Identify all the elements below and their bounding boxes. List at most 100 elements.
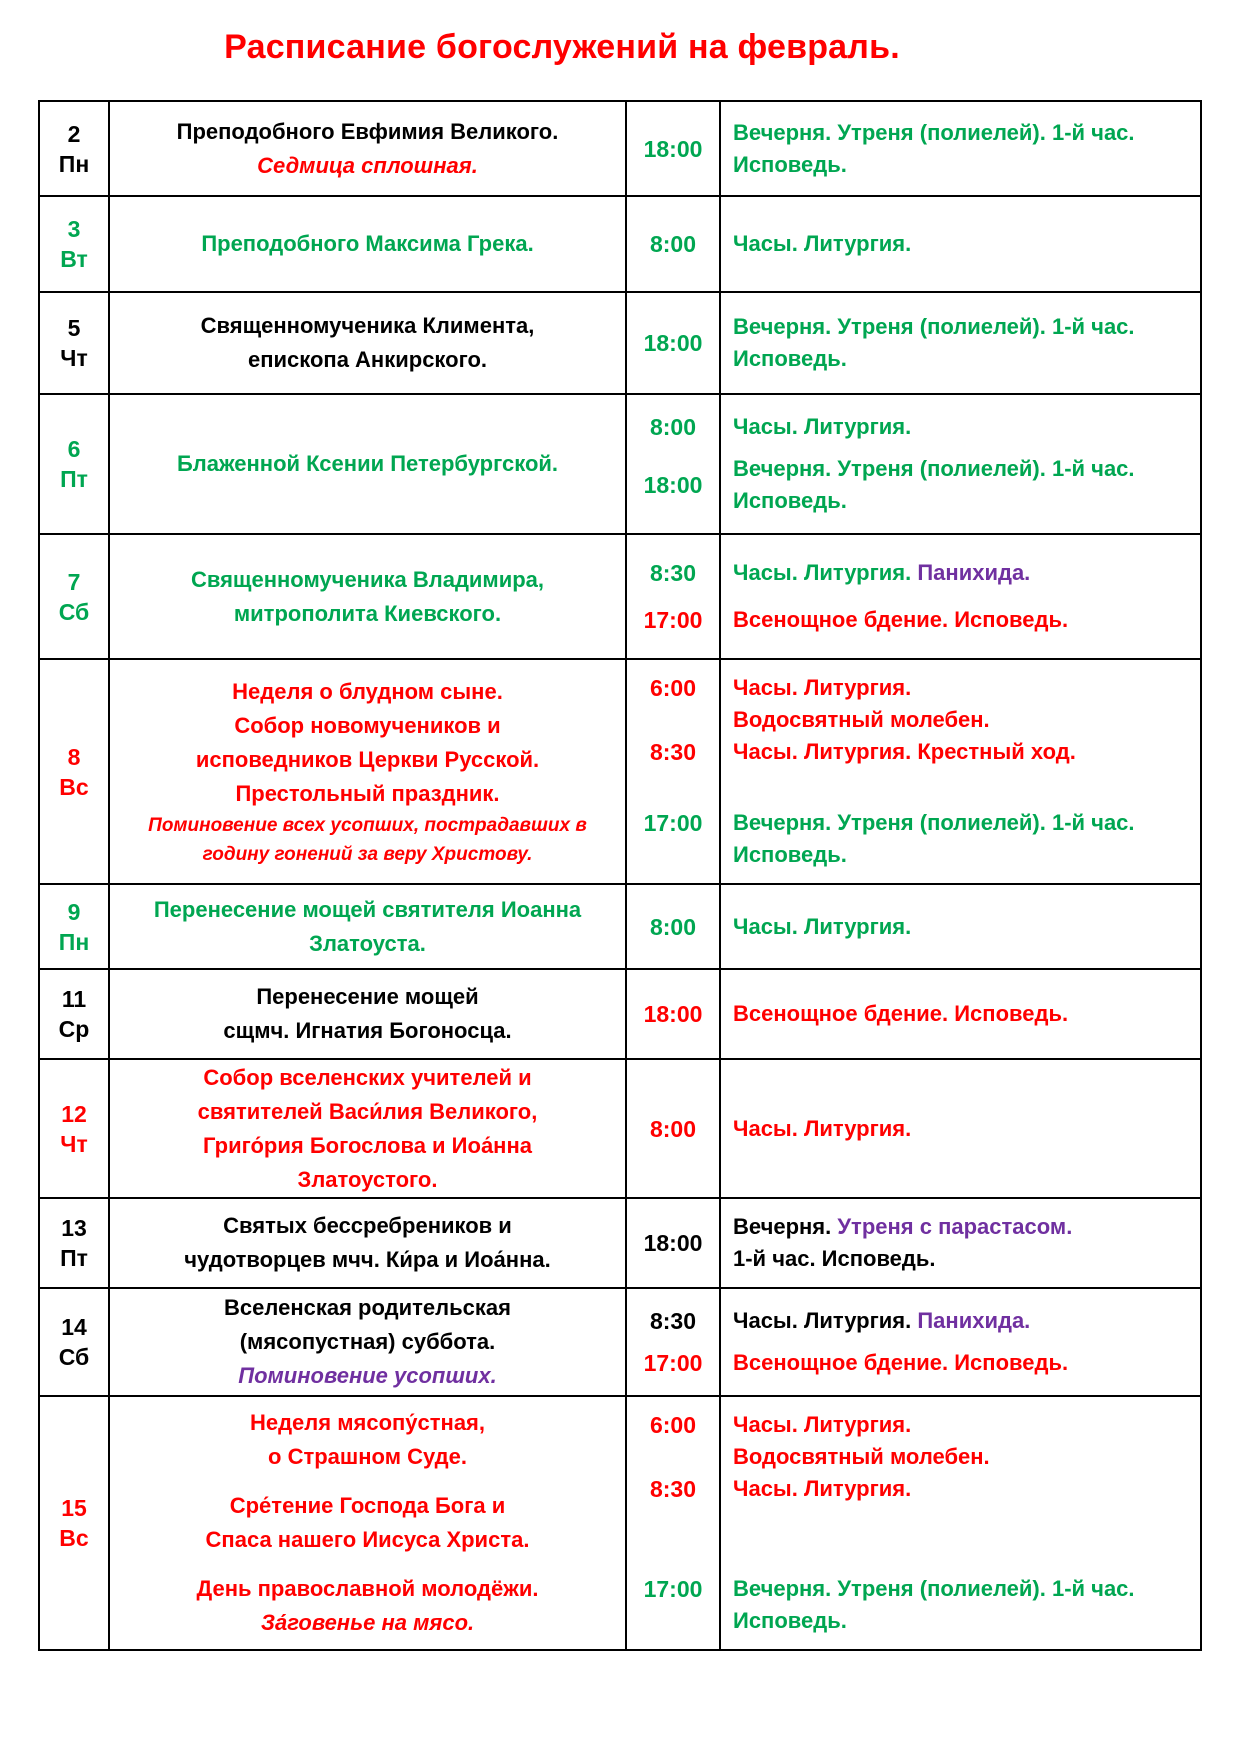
schedule-cell: 18:00 Вечерня. Утреня с парастасом. 1-й ча…: [627, 1199, 1200, 1287]
schedule-block: 18:00 Всенощное бдение. Исповедь.: [627, 998, 1200, 1030]
service-time: 8:00: [649, 231, 697, 257]
feast-description-line: Неделя мясопу́стная,: [249, 1410, 486, 1435]
schedule-cell: 6:00 Часы. Литургия. Водосвятный молебен. 8…: [627, 660, 1200, 883]
schedule-entry: 18:00 Вечерня. Утреня (полиелей). 1-й час…: [627, 117, 1200, 181]
feast-description-line: Собор новомучеников и: [234, 712, 501, 738]
service-segment: Часы. Литургия.: [733, 913, 912, 939]
service-segment: Исповедь.: [733, 1608, 847, 1633]
schedule-entry: 18:00 Всенощное бдение. Исповедь.: [627, 998, 1200, 1030]
service-time: 8:30: [649, 1308, 697, 1334]
schedule-block: 6:00 Часы. Литургия. Водосвятный молебен. 8…: [627, 1409, 1200, 1505]
day-cell: 3 Вт: [40, 197, 110, 291]
schedule-cell: 8:30 Часы. Литургия. Панихида. 17:00 Всенощ…: [627, 535, 1200, 658]
service-line: Водосвятный молебен.: [733, 1441, 1196, 1473]
feast-description-cell: Преподобного Евфимия Великого. Седмица сп…: [110, 102, 627, 195]
service-segment: 1-й час. Исповедь.: [733, 1246, 936, 1271]
schedule-block: 17:00 Всенощное бдение. Исповедь.: [627, 1347, 1200, 1379]
service-segment: Часы. Литургия.: [733, 231, 912, 256]
service-segment: Исповедь.: [733, 488, 847, 513]
service-time: 17:00: [643, 810, 703, 836]
service-segment: Всенощное бдение. Исповедь.: [733, 1350, 1069, 1375]
service-time: 18:00: [643, 1001, 703, 1027]
service-time: 6:00: [649, 675, 697, 701]
day-number: 5: [67, 315, 81, 341]
day-cell: 9 Пн: [40, 885, 110, 968]
day-number: 12: [61, 1100, 87, 1127]
schedule-cell: 8:00 Часы. Литургия.: [627, 197, 1200, 291]
schedule-cell: 18:00 Вечерня. Утреня (полиелей). 1-й час…: [627, 293, 1200, 393]
feast-description-line: Неделя о блудном сыне.: [232, 678, 503, 704]
day-cell: 8 Вс: [40, 660, 110, 883]
day-cell: 14 Сб: [40, 1289, 110, 1395]
service-line: Вечерня. Утреня (полиелей). 1-й час.: [733, 453, 1196, 485]
schedule-cell: 8:30 Часы. Литургия. Панихида. 17:00 Всенощ…: [627, 1289, 1200, 1395]
service-line: Исповедь.: [733, 1605, 1196, 1637]
service-line: Всенощное бдение. Исповедь.: [733, 604, 1196, 636]
service-time: 17:00: [643, 1576, 703, 1602]
schedule-block: 17:00 Всенощное бдение. Исповедь.: [627, 604, 1200, 636]
feast-description-line: годину гонений за веру Христову.: [202, 843, 533, 865]
feast-description-line: Собор вселенских учителей и: [203, 1064, 532, 1090]
feast-description-line: Седмица сплошная.: [257, 152, 478, 178]
service-text: Часы. Литургия. Панихида.: [719, 1305, 1200, 1337]
day-cell: 12 Чт: [40, 1060, 110, 1197]
service-line: Часы. Литургия.: [733, 1113, 1196, 1145]
service-time: 8:30: [649, 1476, 697, 1502]
feast-description-line: Преподобного Максима Грека.: [201, 231, 534, 256]
service-line: Вечерня. Утреня (полиелей). 1-й час.: [733, 311, 1196, 343]
service-time: 17:00: [643, 1350, 703, 1376]
service-line: Всенощное бдение. Исповедь.: [733, 998, 1196, 1030]
service-time: 6:00: [649, 1412, 697, 1438]
schedule-entry: 8:00 Часы. Литургия.: [627, 1113, 1200, 1145]
service-text: Вечерня. Утреня (полиелей). 1-й час. Испо…: [719, 311, 1200, 375]
day-abbreviation: Чт: [60, 1130, 88, 1157]
day-number: 6: [67, 436, 81, 462]
service-time: 8:30: [649, 739, 697, 765]
service-segment: Часы. Литургия.: [733, 1412, 912, 1437]
feast-description-line: За́говенье на мясо.: [260, 1610, 475, 1635]
service-text: Всенощное бдение. Исповедь.: [719, 604, 1200, 636]
feast-description-line: Златоустого.: [297, 1166, 438, 1192]
feast-description-line: Сре́тение Господа Бога и: [229, 1493, 506, 1518]
service-segment: Часы. Литургия. Крестный ход.: [733, 739, 1076, 764]
service-segment: Часы. Литургия.: [733, 1115, 912, 1141]
schedule-entry: 18:00 Вечерня. Утреня (полиелей). 1-й час…: [627, 311, 1200, 375]
service-segment: Вечерня. Утреня (полиелей). 1-й час.: [733, 1576, 1135, 1601]
service-line: Часы. Литургия.: [733, 672, 1196, 704]
day-abbreviation: Пт: [60, 466, 88, 492]
schedule-entry: 8:00 Часы. Литургия.: [627, 911, 1200, 943]
feast-description-line: Поминовение усопших.: [238, 1363, 497, 1388]
service-text: Вечерня. Утреня с парастасом. 1-й час. Ис…: [719, 1211, 1200, 1275]
schedule-entry: 18:00 Вечерня. Утреня (полиелей). 1-й час…: [627, 453, 1200, 517]
day-abbreviation: Ср: [58, 1016, 90, 1042]
service-time: 8:30: [649, 559, 697, 586]
feast-description-line: День православной молодёжи.: [196, 1576, 539, 1601]
service-time: 18:00: [643, 135, 703, 162]
day-abbreviation: Вс: [59, 773, 89, 800]
schedule-entry: 8:00 Часы. Литургия.: [627, 228, 1200, 260]
feast-description-cell: Святых бессребреников и чудотворцев мчч. …: [110, 1199, 627, 1287]
day-number: 9: [67, 898, 81, 925]
table-row: 5 Чт Священномученика Климента, епископа Ан…: [40, 291, 1200, 393]
day-cell: 13 Пт: [40, 1199, 110, 1287]
service-segment: Часы. Литургия.: [733, 559, 918, 585]
service-line: Часы. Литургия.: [733, 911, 1196, 943]
feast-description-cell: Священномученика Владимира, митрополита К…: [110, 535, 627, 658]
table-row: 13 Пт Святых бессребреников и чудотворцев м…: [40, 1197, 1200, 1287]
service-line: Исповедь.: [733, 149, 1196, 181]
service-line: Часы. Литургия. Крестный ход.: [733, 736, 1196, 768]
service-line: Вечерня. Утреня с парастасом.: [733, 1211, 1196, 1243]
day-number: 3: [67, 216, 81, 242]
service-line: Вечерня. Утреня (полиелей). 1-й час.: [733, 1573, 1196, 1605]
schedule-cell: 18:00 Вечерня. Утреня (полиелей). 1-й час…: [627, 102, 1200, 195]
schedule-block: 18:00 Вечерня. Утреня (полиелей). 1-й час…: [627, 311, 1200, 375]
service-line: Часы. Литургия.: [733, 411, 1196, 443]
schedule-table: 2 Пн Преподобного Евфимия Великого. Седмица…: [38, 100, 1202, 1651]
day-number: 13: [61, 1215, 87, 1241]
service-text: Всенощное бдение. Исповедь.: [719, 1347, 1200, 1379]
service-segment: Панихида.: [917, 1308, 1031, 1333]
day-abbreviation: Чт: [60, 345, 88, 371]
service-text: Всенощное бдение. Исповедь.: [719, 998, 1200, 1030]
feast-description-cell: Перенесение мощей святителя Иоанна Златоу…: [110, 885, 627, 968]
service-time: 18:00: [643, 1230, 703, 1256]
